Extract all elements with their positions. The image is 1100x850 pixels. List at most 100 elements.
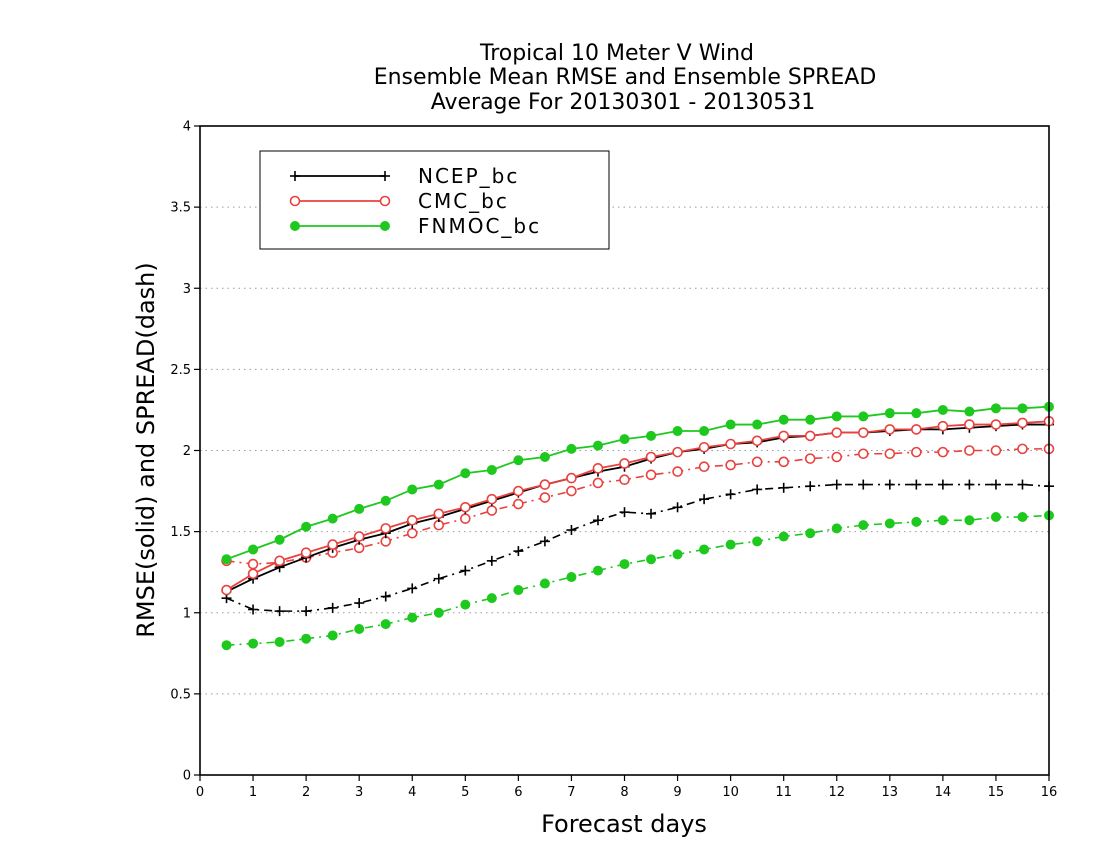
x-tick-label-11: 11 — [775, 785, 792, 800]
x-tick-label-7: 7 — [567, 785, 575, 800]
series-cmc-bc-rmse-point-7 — [406, 514, 418, 526]
legend-item-fnmoc-bc-marker-start — [290, 221, 300, 231]
series-fnmoc-bc-rmse-point-24 — [858, 411, 869, 422]
series-cmc-bc-rmse-point-28 — [964, 419, 975, 430]
series-fnmoc-bc-spread-point-7 — [407, 612, 418, 623]
series-cmc-bc-rmse-point-3 — [300, 547, 312, 559]
series-fnmoc-bc-rmse-point-9 — [460, 468, 471, 479]
legend-item-fnmoc-bc-marker-end — [380, 221, 390, 231]
series-fnmoc-bc-spread-point-22 — [805, 528, 816, 539]
series-fnmoc-bc-rmse-point-19 — [725, 419, 736, 430]
legend-item-cmc-bc-marker-end — [379, 195, 391, 207]
series-ncep-bc-spread-point-14 — [592, 515, 603, 526]
series-fnmoc-bc-rmse-point-21 — [778, 414, 789, 425]
series-fnmoc-bc-rmse-point-12 — [539, 451, 550, 462]
series-cmc-bc-spread-point-17 — [672, 466, 683, 477]
x-tick-label-9: 9 — [673, 785, 681, 800]
series-fnmoc-bc-spread-point-13 — [566, 572, 577, 583]
series-fnmoc-bc-spread-point-16 — [646, 554, 657, 565]
legend-item-ncep-bc: NCEP_bc — [290, 164, 519, 188]
series-cmc-bc-rmse-point-21 — [778, 430, 789, 442]
series-cmc-bc-rmse-point-17 — [672, 446, 683, 458]
y-tick-label-4: 2 — [183, 444, 191, 459]
y-tick-label-5: 2.5 — [170, 363, 191, 378]
series-cmc-bc-rmse-point-6 — [380, 523, 392, 534]
series-fnmoc-bc-rmse-point-6 — [380, 495, 391, 506]
series-fnmoc-bc-rmse-point-20 — [752, 419, 763, 430]
legend-item-cmc-bc: CMC_bc — [289, 189, 507, 213]
series-cmc-bc-spread-point-11 — [513, 498, 524, 510]
series-fnmoc-bc-spread-point-26 — [911, 516, 922, 527]
series-fnmoc-bc-rmse-point-1 — [248, 544, 259, 555]
series-cmc-bc-rmse-line — [226, 420, 1050, 591]
series-fnmoc-bc-spread-point-2 — [274, 636, 285, 647]
series-cmc-bc-spread-point-1 — [247, 558, 259, 570]
series-ncep-bc-spread-point-26 — [911, 479, 922, 490]
series-ncep-bc-spread-point-22 — [805, 481, 816, 492]
y-tick-label-2: 1 — [183, 606, 191, 621]
x-tick-label-6: 6 — [514, 785, 522, 800]
series-fnmoc-bc-rmse-point-16 — [646, 430, 657, 441]
series-cmc-bc-rmse-point-18 — [698, 441, 710, 453]
series-fnmoc-bc-spread-point-21 — [778, 531, 789, 542]
series-ncep-bc-spread-point-24 — [858, 479, 869, 490]
series-ncep-bc-spread-point-1 — [248, 604, 259, 615]
series-cmc-bc-rmse — [221, 415, 1055, 596]
series-ncep-bc-spread-point-29 — [990, 479, 1001, 490]
series-ncep-bc-spread-point-27 — [937, 479, 948, 490]
series-fnmoc-bc-rmse-point-23 — [831, 411, 842, 422]
series-fnmoc-bc-rmse-point-25 — [884, 408, 895, 419]
series-fnmoc-bc-spread-point-27 — [937, 515, 948, 526]
legend-item-fnmoc-bc-label: FNMOC_bc — [418, 214, 541, 238]
series-cmc-bc-spread-point-23 — [831, 451, 843, 463]
series-fnmoc-bc-spread-point-20 — [752, 536, 763, 547]
series-fnmoc-bc-spread — [221, 510, 1054, 651]
chart-title-line-3: Average For 20130301 - 20130531 — [431, 90, 816, 115]
series-ncep-bc-spread — [221, 479, 1054, 617]
series-fnmoc-bc-rmse-point-22 — [805, 414, 816, 425]
series-cmc-bc-spread-point-12 — [539, 492, 551, 503]
series-ncep-bc-spread-point-30 — [1017, 479, 1028, 490]
series-fnmoc-bc-spread-line — [226, 514, 1050, 646]
series-ncep-bc-spread-point-25 — [884, 479, 895, 490]
series-ncep-bc-spread-point-15 — [619, 507, 630, 518]
series-fnmoc-bc-spread-point-14 — [592, 565, 603, 576]
x-tick-label-1: 1 — [249, 785, 257, 800]
series-fnmoc-bc-spread-point-24 — [858, 520, 869, 531]
series-cmc-bc-spread-point-21 — [778, 456, 789, 468]
series-ncep-bc-spread-point-11 — [513, 546, 524, 557]
series-ncep-bc-spread-point-7 — [407, 583, 418, 594]
series-cmc-bc-spread-point-15 — [619, 474, 630, 486]
series-cmc-bc-rmse-point-13 — [566, 472, 577, 484]
series-ncep-bc-spread-point-17 — [672, 502, 683, 513]
series-cmc-bc-spread-point-10 — [486, 505, 498, 516]
series-fnmoc-bc-spread-point-12 — [539, 578, 550, 589]
series-cmc-bc-spread-point-27 — [937, 446, 949, 458]
legend-item-fnmoc-bc: FNMOC_bc — [290, 214, 541, 238]
series-fnmoc-bc-rmse — [221, 401, 1054, 565]
series-ncep-bc-spread-point-6 — [380, 591, 391, 602]
series-cmc-bc-spread-point-9 — [460, 513, 471, 524]
series-fnmoc-bc-spread-point-11 — [513, 585, 524, 596]
series-fnmoc-bc-rmse-point-17 — [672, 426, 683, 437]
series-fnmoc-bc-rmse-point-11 — [513, 455, 524, 466]
series-fnmoc-bc-rmse-point-18 — [699, 426, 710, 437]
series-ncep-bc-spread-point-20 — [752, 484, 763, 495]
y-tick-label-7: 3.5 — [170, 201, 191, 216]
x-tick-label-16: 16 — [1041, 785, 1058, 800]
series-ncep-bc-spread-point-23 — [831, 479, 842, 490]
series-fnmoc-bc-spread-point-4 — [327, 630, 338, 641]
legend-item-ncep-bc-label: NCEP_bc — [418, 164, 519, 188]
series-ncep-bc-spread-point-4 — [327, 602, 338, 613]
series-cmc-bc-rmse-point-2 — [274, 555, 285, 567]
series-fnmoc-bc-spread-point-18 — [699, 544, 710, 555]
y-tick-label-3: 1.5 — [170, 525, 191, 540]
legend-item-ncep-bc-marker-end — [380, 171, 390, 181]
series-fnmoc-bc-spread-point-6 — [380, 619, 391, 630]
series-cmc-bc-rmse-point-26 — [911, 424, 922, 435]
series-fnmoc-bc-spread-point-8 — [433, 607, 444, 618]
series-fnmoc-bc-rmse-point-27 — [937, 404, 948, 415]
series-cmc-bc-rmse-point-14 — [592, 463, 604, 474]
series-cmc-bc-rmse-point-25 — [884, 424, 896, 435]
series-cmc-bc-rmse-point-27 — [937, 420, 949, 432]
